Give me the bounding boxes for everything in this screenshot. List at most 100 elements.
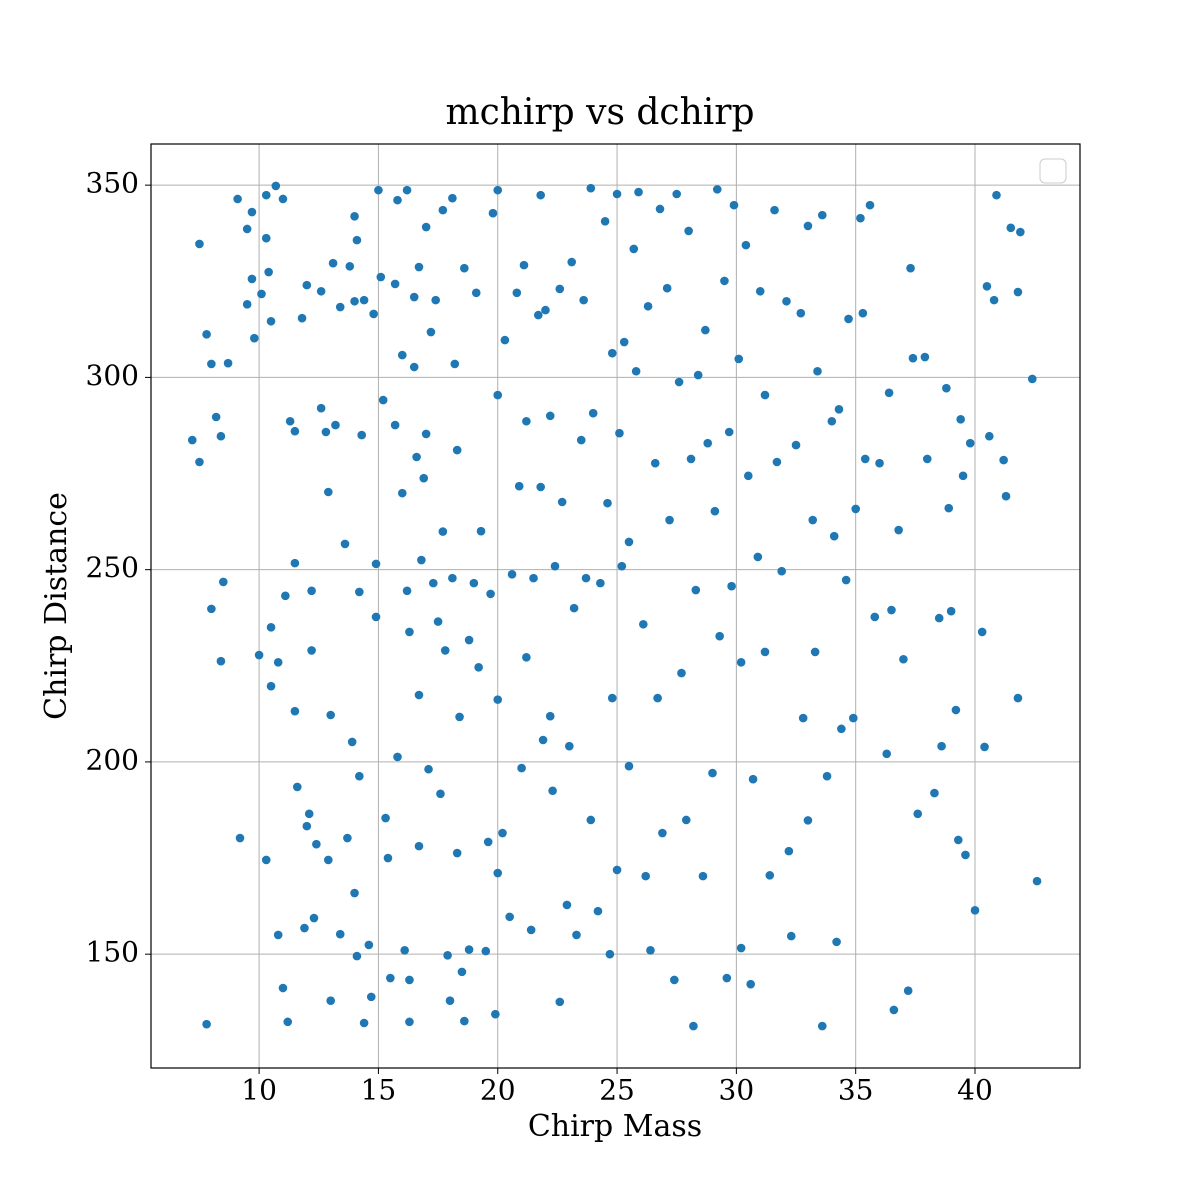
point [672,189,682,199]
point [512,288,522,298]
point [875,458,884,468]
point [999,455,1008,465]
point [364,940,374,950]
point [195,239,204,249]
y-tick-label: 150 [86,936,139,969]
point [488,208,498,218]
point [908,353,918,363]
y-tick-label: 250 [86,551,139,584]
point [617,561,627,571]
point [309,913,319,923]
point [837,724,846,734]
point [242,300,252,309]
point [390,279,400,289]
point [421,222,431,232]
point [942,383,951,393]
point [219,577,228,587]
points [187,181,1042,1031]
point [536,482,545,492]
point [390,420,400,430]
point [202,1019,211,1029]
point [457,967,467,977]
point [300,923,309,933]
point [639,619,648,629]
point [352,235,362,245]
point [1006,223,1016,233]
point [856,213,865,223]
point [271,181,281,191]
point [720,276,729,286]
point [326,996,335,1006]
point [992,190,1001,200]
point [409,292,419,302]
point [674,377,684,387]
point [624,537,634,547]
point [753,552,763,562]
point [953,835,963,845]
point [760,647,770,657]
point [760,390,770,400]
point [355,771,364,781]
point [977,627,987,637]
point [538,735,548,745]
point [438,527,448,536]
point [791,440,801,450]
point [257,289,266,299]
point [450,359,460,369]
point [677,668,686,678]
point [989,295,999,305]
point [412,452,421,462]
point [817,1021,827,1031]
point [903,986,913,996]
point [770,205,779,215]
point [350,296,359,306]
point [786,931,796,941]
point [746,979,755,989]
point [741,240,751,250]
point [689,1021,698,1031]
chart-title: mchirp vs dchirp [445,92,754,133]
point [894,525,903,535]
point [985,431,994,441]
point [557,497,567,507]
point [340,539,350,549]
point [710,506,720,516]
point [576,435,586,445]
point [951,705,961,715]
point [920,352,930,362]
x-tick-label: 10 [241,1074,277,1107]
point [297,313,307,323]
point [736,658,746,667]
point [383,853,393,863]
point [328,258,338,268]
point [803,816,813,825]
point [307,646,316,655]
point [858,308,868,318]
point [469,578,479,588]
point [817,210,827,220]
point [615,428,624,438]
point [273,930,283,940]
point [324,487,333,497]
point [844,314,853,324]
point [906,263,915,273]
point [665,515,674,525]
y-tick-label: 350 [86,167,139,200]
point [359,295,369,305]
point [572,930,581,940]
point [493,695,503,704]
point [522,653,531,662]
point [755,286,765,296]
point [729,200,739,210]
point [335,929,345,939]
point [445,996,455,1006]
point [782,296,791,306]
point [343,833,352,843]
point [307,586,316,596]
point [600,216,610,226]
point [550,561,560,571]
point [612,865,622,875]
point [526,925,536,935]
point [937,741,946,751]
